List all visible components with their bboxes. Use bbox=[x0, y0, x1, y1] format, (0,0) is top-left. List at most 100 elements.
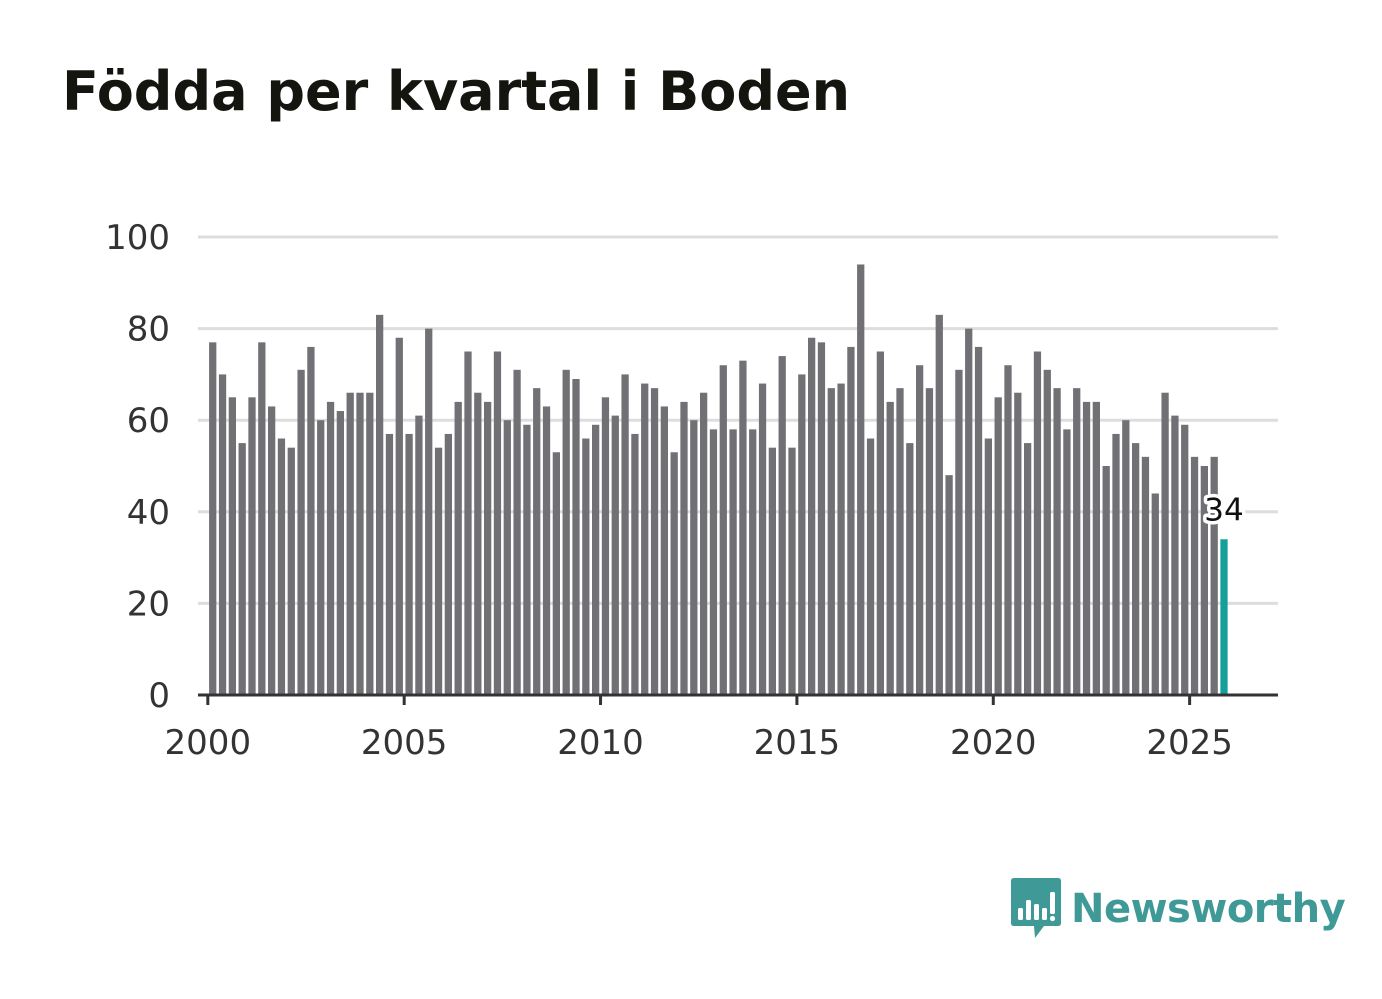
bar bbox=[778, 356, 786, 695]
bar bbox=[542, 406, 551, 695]
bar bbox=[1043, 369, 1051, 695]
bar bbox=[758, 383, 767, 695]
x-axis bbox=[198, 693, 1278, 705]
bar bbox=[307, 346, 315, 695]
bar bbox=[631, 433, 639, 695]
y-tick-label: 0 bbox=[148, 676, 170, 716]
x-tick-label: 2025 bbox=[1146, 723, 1233, 763]
bar bbox=[346, 392, 354, 695]
y-tick-label: 20 bbox=[127, 584, 170, 624]
bars bbox=[209, 264, 1228, 695]
bar bbox=[601, 397, 610, 695]
bar bbox=[768, 447, 776, 695]
x-tick-label: 2000 bbox=[165, 723, 252, 763]
bar-chart-speech-bubble-icon bbox=[1011, 878, 1061, 938]
bar bbox=[916, 365, 924, 695]
bar bbox=[749, 429, 757, 695]
last-value-label: 34 bbox=[1204, 492, 1243, 528]
bar bbox=[1132, 443, 1140, 695]
bar bbox=[729, 429, 737, 695]
bar bbox=[925, 388, 934, 695]
bar bbox=[336, 411, 344, 695]
bar bbox=[258, 342, 266, 695]
bar bbox=[434, 447, 443, 695]
bar bbox=[1033, 351, 1042, 695]
bar bbox=[1004, 365, 1012, 695]
bar bbox=[1053, 388, 1061, 695]
bar bbox=[837, 383, 845, 695]
bar bbox=[709, 429, 718, 695]
bar bbox=[935, 314, 943, 695]
bar bbox=[592, 424, 600, 695]
bar bbox=[228, 397, 236, 695]
y-tick-label: 40 bbox=[127, 493, 170, 533]
bar bbox=[1161, 392, 1169, 695]
bar bbox=[297, 369, 305, 695]
bar bbox=[572, 378, 580, 695]
bar bbox=[474, 392, 482, 695]
bar bbox=[326, 401, 335, 695]
bar-highlighted bbox=[1220, 539, 1228, 695]
bar bbox=[552, 452, 560, 695]
y-tick-label: 80 bbox=[127, 310, 170, 350]
bar bbox=[1141, 456, 1150, 695]
bar bbox=[1210, 456, 1218, 695]
bar bbox=[1063, 429, 1071, 695]
y-tick-label: 100 bbox=[105, 218, 170, 258]
bar bbox=[1092, 401, 1100, 695]
bar bbox=[974, 346, 983, 695]
bar bbox=[562, 369, 570, 695]
bar bbox=[454, 401, 462, 695]
bar bbox=[994, 397, 1002, 695]
chart-title: Födda per kvartal i Boden bbox=[62, 60, 851, 123]
bar bbox=[356, 392, 364, 695]
x-tick-label: 2010 bbox=[557, 723, 644, 763]
bar bbox=[808, 337, 816, 695]
bar bbox=[1151, 493, 1159, 695]
bar bbox=[277, 438, 286, 695]
bar bbox=[690, 420, 698, 695]
bar bbox=[376, 314, 384, 695]
bar bbox=[866, 438, 875, 695]
bar bbox=[1181, 424, 1189, 695]
bar bbox=[827, 388, 835, 695]
bar bbox=[817, 342, 826, 695]
y-tick-label: 60 bbox=[127, 401, 170, 441]
bar bbox=[650, 388, 659, 695]
bar bbox=[238, 443, 246, 695]
bar bbox=[1102, 466, 1110, 695]
bar bbox=[984, 438, 992, 695]
bar bbox=[493, 351, 502, 695]
bar bbox=[484, 401, 492, 695]
bar bbox=[641, 383, 649, 695]
bar bbox=[798, 374, 806, 695]
bar bbox=[739, 360, 747, 695]
bar bbox=[444, 433, 452, 695]
bar bbox=[965, 328, 973, 695]
x-tick-label: 2015 bbox=[754, 723, 841, 763]
bar bbox=[660, 406, 668, 695]
bar bbox=[395, 337, 403, 695]
bar bbox=[1200, 466, 1208, 695]
bar bbox=[405, 433, 413, 695]
bar-chart: 0 20 40 60 80 100 34 2000 2005 2010 2015 2020 2025 bbox=[105, 218, 1278, 763]
bar bbox=[857, 264, 865, 695]
bar bbox=[680, 401, 688, 695]
bar bbox=[906, 443, 914, 695]
bar bbox=[788, 447, 796, 695]
bar bbox=[218, 374, 227, 695]
bar bbox=[1014, 392, 1022, 695]
bar bbox=[523, 424, 531, 695]
bar bbox=[533, 388, 541, 695]
brand-name: Newsworthy bbox=[1071, 886, 1346, 932]
bar bbox=[955, 369, 963, 695]
bar bbox=[1122, 420, 1130, 695]
x-tick-label: 2020 bbox=[950, 723, 1037, 763]
bar bbox=[1024, 443, 1032, 695]
bar bbox=[670, 452, 678, 695]
bar bbox=[886, 401, 894, 695]
bar bbox=[464, 351, 472, 695]
newsworthy-logo: Newsworthy bbox=[1011, 878, 1346, 940]
bar bbox=[945, 475, 953, 695]
bar bbox=[876, 351, 884, 695]
